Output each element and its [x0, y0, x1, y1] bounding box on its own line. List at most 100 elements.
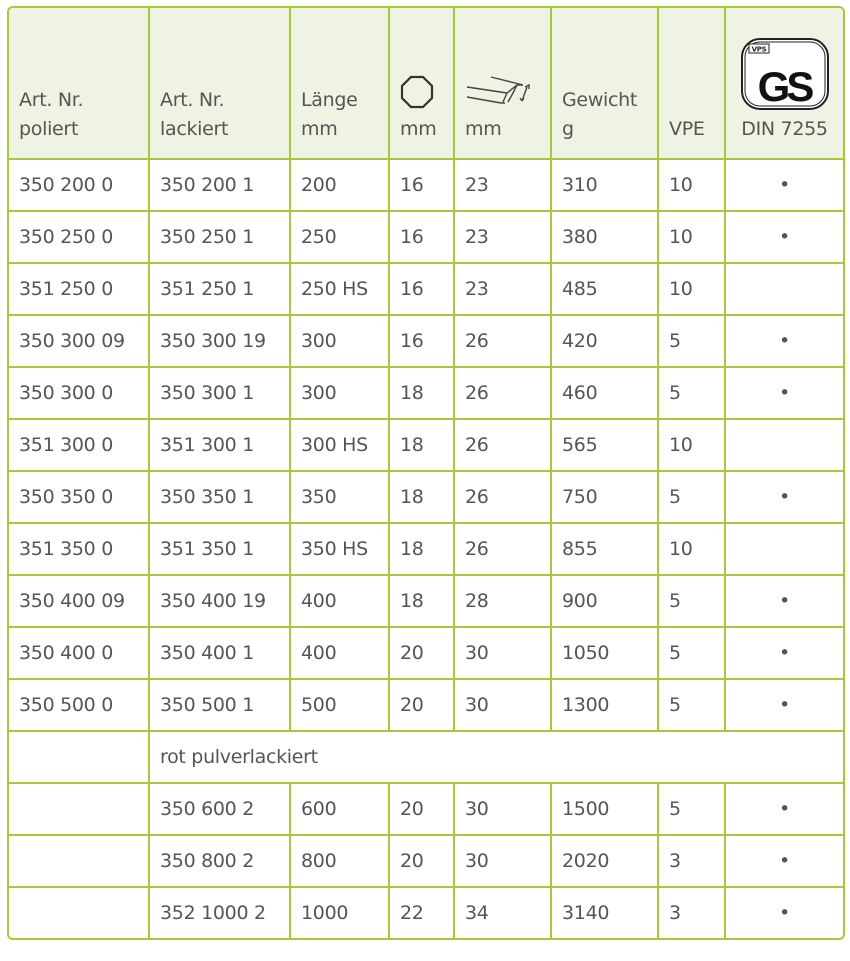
- cell-gewicht: 900: [550, 574, 659, 628]
- table-row: 350 400 0 350 400 1 400 20 30 1050 5 •: [9, 626, 843, 680]
- cell-din-7255: •: [724, 834, 843, 888]
- cell-vpe: 10: [657, 262, 726, 316]
- cell-gewicht: 380: [550, 210, 659, 264]
- cell-laenge: 300: [289, 314, 390, 368]
- table-row: 350 300 0 350 300 1 300 18 26 460 5 •: [9, 366, 843, 420]
- cell-din-7255: •: [724, 314, 843, 368]
- cell-laenge: 250: [289, 210, 390, 264]
- cell-art-nr-poliert: 350 200 0: [9, 158, 150, 212]
- svg-text:VPS: VPS: [751, 46, 766, 54]
- header-art-nr-lackiert: Art. Nr. lackiert: [148, 8, 291, 160]
- cell-art-nr-lackiert: 350 200 1: [148, 158, 291, 212]
- cell-art-nr-poliert: [9, 782, 150, 836]
- cell-din-7255: [724, 522, 843, 576]
- cell-vpe: 5: [657, 574, 726, 628]
- table-row: 350 350 0 350 350 1 350 18 26 750 5 •: [9, 470, 843, 524]
- cell-gewicht: 485: [550, 262, 659, 316]
- cell-din-7255: •: [724, 470, 843, 524]
- cell-jaw-mm: 26: [453, 366, 552, 420]
- table-row: 351 350 0 351 350 1 350 HS 18 26 855 10: [9, 522, 843, 576]
- cell-art-nr-poliert: 350 300 0: [9, 366, 150, 420]
- cell-vpe: 10: [657, 522, 726, 576]
- cell-empty: [9, 730, 150, 784]
- header-gewicht: Gewicht g: [550, 8, 659, 160]
- cell-octagon-mm: 20: [388, 678, 455, 732]
- cell-jaw-mm: 26: [453, 418, 552, 472]
- header-label: DIN 7255: [741, 118, 828, 140]
- cell-art-nr-lackiert: 350 350 1: [148, 470, 291, 524]
- cell-gewicht: 855: [550, 522, 659, 576]
- cell-jaw-mm: 26: [453, 522, 552, 576]
- cell-art-nr-poliert: 351 250 0: [9, 262, 150, 316]
- table-row: 350 600 2 600 20 30 1500 5 •: [9, 782, 843, 836]
- header-label: Länge: [301, 89, 358, 111]
- cell-laenge: 350: [289, 470, 390, 524]
- cell-art-nr-lackiert: 350 500 1: [148, 678, 291, 732]
- cell-din-7255: •: [724, 210, 843, 264]
- table-row: 350 250 0 350 250 1 250 16 23 380 10 •: [9, 210, 843, 264]
- cell-jaw-mm: 30: [453, 626, 552, 680]
- cell-gewicht: 2020: [550, 834, 659, 888]
- cell-laenge: 350 HS: [289, 522, 390, 576]
- cell-art-nr-lackiert: 350 300 1: [148, 366, 291, 420]
- cell-vpe: 5: [657, 782, 726, 836]
- cell-jaw-mm: 30: [453, 678, 552, 732]
- cell-octagon-mm: 18: [388, 522, 455, 576]
- cell-art-nr-lackiert: 350 300 19: [148, 314, 291, 368]
- cell-art-nr-poliert: [9, 834, 150, 888]
- table-row: 351 300 0 351 300 1 300 HS 18 26 565 10: [9, 418, 843, 472]
- cell-din-7255: •: [724, 678, 843, 732]
- table-row: 350 300 09 350 300 19 300 16 26 420 5 •: [9, 314, 843, 368]
- cell-laenge: 400: [289, 626, 390, 680]
- cell-din-7255: •: [724, 886, 843, 938]
- cell-art-nr-lackiert: 350 250 1: [148, 210, 291, 264]
- cell-gewicht: 310: [550, 158, 659, 212]
- cell-octagon-mm: 18: [388, 366, 455, 420]
- cell-vpe: 5: [657, 366, 726, 420]
- header-label: Gewicht: [562, 89, 638, 111]
- cell-art-nr-poliert: 350 350 0: [9, 470, 150, 524]
- header-label: Art. Nr.: [19, 89, 84, 111]
- header-unit: poliert: [19, 118, 79, 140]
- cell-din-7255: •: [724, 626, 843, 680]
- cell-gewicht: 1300: [550, 678, 659, 732]
- product-table-container: Art. Nr. poliert Art. Nr. lackiert Länge mm…: [7, 6, 845, 940]
- cell-art-nr-lackiert: 351 250 1: [148, 262, 291, 316]
- cell-art-nr-lackiert: 350 800 2: [148, 834, 291, 888]
- cell-jaw-mm: 28: [453, 574, 552, 628]
- header-octagon-size: mm: [388, 8, 455, 160]
- cell-octagon-mm: 20: [388, 834, 455, 888]
- table-row: 350 800 2 800 20 30 2020 3 •: [9, 834, 843, 888]
- jaw-width-icon: [466, 76, 530, 104]
- cell-din-7255: •: [724, 574, 843, 628]
- cell-jaw-mm: 34: [453, 886, 552, 938]
- header-unit: g: [562, 118, 574, 140]
- cell-jaw-mm: 26: [453, 314, 552, 368]
- cell-octagon-mm: 20: [388, 782, 455, 836]
- cell-art-nr-poliert: 350 400 0: [9, 626, 150, 680]
- cell-octagon-mm: 18: [388, 418, 455, 472]
- cell-laenge: 200: [289, 158, 390, 212]
- header-art-nr-poliert: Art. Nr. poliert: [9, 8, 150, 160]
- cell-din-7255: •: [724, 782, 843, 836]
- cell-art-nr-lackiert: 350 600 2: [148, 782, 291, 836]
- cell-octagon-mm: 16: [388, 262, 455, 316]
- cell-laenge: 300: [289, 366, 390, 420]
- table-row: 350 500 0 350 500 1 500 20 30 1300 5 •: [9, 678, 843, 732]
- cell-vpe: 5: [657, 314, 726, 368]
- header-jaw-width: mm: [453, 8, 552, 160]
- cell-jaw-mm: 30: [453, 834, 552, 888]
- cell-laenge: 600: [289, 782, 390, 836]
- cell-jaw-mm: 26: [453, 470, 552, 524]
- cell-art-nr-lackiert: 351 300 1: [148, 418, 291, 472]
- cell-gewicht: 3140: [550, 886, 659, 938]
- header-row: Art. Nr. poliert Art. Nr. lackiert Länge mm…: [9, 8, 843, 160]
- cell-octagon-mm: 16: [388, 158, 455, 212]
- cell-art-nr-poliert: 350 500 0: [9, 678, 150, 732]
- section-label: rot pulverlackiert: [148, 730, 843, 784]
- cell-octagon-mm: 16: [388, 210, 455, 264]
- table-row: 350 400 09 350 400 19 400 18 28 900 5 •: [9, 574, 843, 628]
- cell-art-nr-poliert: 350 250 0: [9, 210, 150, 264]
- cell-laenge: 300 HS: [289, 418, 390, 472]
- header-unit: lackiert: [160, 118, 229, 140]
